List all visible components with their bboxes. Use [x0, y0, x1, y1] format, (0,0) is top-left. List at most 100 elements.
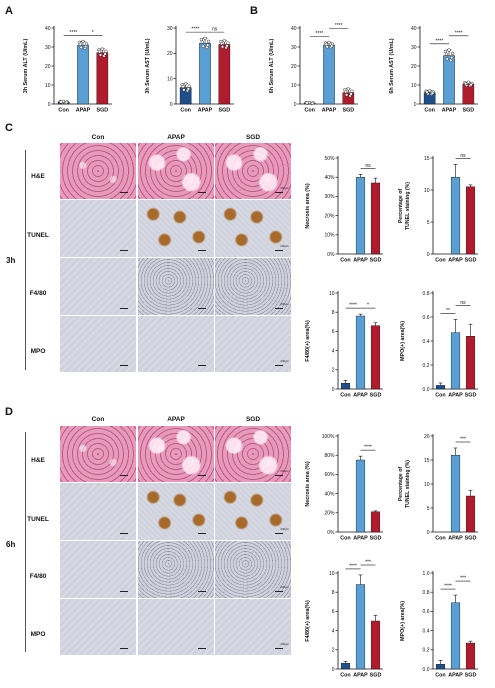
- y-tick-label: 0.6: [423, 609, 430, 615]
- micrograph-he-con: [60, 426, 136, 482]
- chart-necrosis-3h: 0% 10% 20% 30% 40% 50% Necrosis area (%) Con APA…: [305, 156, 383, 264]
- x-tick-label: Con: [304, 108, 314, 114]
- scale-bar-label: 200μm: [280, 186, 289, 190]
- data-point: [103, 52, 107, 56]
- row-label-mpo-d: MPO: [30, 631, 46, 638]
- y-tick-label: 10: [167, 76, 173, 82]
- y-tick-label: 0: [48, 102, 51, 108]
- data-point: [206, 39, 211, 44]
- y-tick-label: 8: [332, 590, 335, 596]
- x-tick-label: Con: [435, 673, 445, 679]
- x-tick-label: APAP: [198, 108, 213, 114]
- scale-bar: [198, 591, 206, 592]
- bar-apap: [355, 315, 366, 390]
- panel-letter-b: B: [250, 5, 258, 17]
- scale-bar: [275, 591, 283, 592]
- data-point: [310, 101, 314, 105]
- row-label-he-c: H&E: [31, 173, 45, 180]
- data-point: [469, 83, 473, 87]
- scale-bar: [275, 648, 283, 649]
- micrograph-tunel-apap: [138, 200, 214, 257]
- x-tick-label: Con: [435, 393, 445, 399]
- micrograph-tunel-con: [60, 200, 136, 257]
- x-tick-label: APAP: [442, 108, 457, 114]
- y-tick-label: 2: [332, 368, 335, 374]
- y-tick-label: 0: [332, 387, 335, 393]
- micrograph-mpo-apap: [138, 599, 214, 655]
- y-tick-label: 4: [332, 628, 335, 634]
- data-point: [84, 42, 89, 46]
- bar-sgd: [465, 642, 476, 670]
- x-tick-label: SGD: [462, 108, 474, 114]
- bar-apap: [355, 177, 366, 255]
- bar-sgd: [96, 52, 109, 105]
- x-tick-label: APAP: [76, 108, 91, 114]
- scale-bar: [198, 192, 206, 193]
- micrograph-tunel-con: [60, 483, 136, 540]
- x-tick-label: Con: [424, 108, 434, 114]
- bar-apap: [355, 459, 366, 533]
- scale-bar: [198, 365, 206, 366]
- y-axis-label: F4/80(+) area(%): [305, 320, 311, 362]
- data-point: [466, 80, 470, 84]
- sig-label: ****: [435, 38, 443, 44]
- bar-apap: [450, 602, 461, 670]
- y-tick-label: 0.6: [423, 315, 430, 321]
- y-tick-label: 6: [332, 609, 335, 615]
- bar-sgd: [465, 495, 476, 533]
- x-tick-label: Con: [180, 108, 190, 114]
- chart-3h-serum-ast: 0 10 20 30 3h Serum AST (U/mL) Con APAP SGD ****…: [145, 26, 234, 114]
- bracket-c: [25, 150, 26, 370]
- y-tick-label: 10: [45, 83, 51, 89]
- micrograph-f480-apap: [138, 541, 214, 598]
- sig-label: ns: [365, 163, 371, 169]
- micrograph-mpo-sgd: 200μm: [215, 316, 291, 372]
- data-point: [349, 92, 353, 96]
- x-tick-label: SGD: [465, 258, 477, 264]
- data-point: [186, 87, 190, 91]
- y-tick-label: 0.8: [423, 590, 430, 596]
- y-axis-label-line2: TUNEL staining (%): [405, 460, 411, 508]
- micrograph-mpo-apap: [138, 316, 214, 372]
- micrograph-mpo-sgd: 200μm: [215, 599, 291, 655]
- scale-bar: [198, 475, 206, 476]
- y-tick-label: 40%: [324, 491, 335, 497]
- data-point: [350, 89, 354, 93]
- y-tick-label: 20: [424, 434, 430, 440]
- bracket-d: [25, 432, 26, 652]
- y-axis-label: 3h Serum ALT (U/mL): [23, 39, 29, 94]
- data-point: [181, 84, 185, 89]
- sig-label: ***: [460, 437, 466, 443]
- x-tick-label: APAP: [448, 393, 463, 399]
- scale-bar: [275, 475, 283, 476]
- bar-sgd: [370, 325, 381, 390]
- x-tick-label: Con: [58, 108, 68, 114]
- col-header-apap-d: APAP: [167, 416, 185, 423]
- y-tick-label: 10: [291, 83, 297, 89]
- y-tick-label: 20: [45, 64, 51, 70]
- x-tick-label: SGD: [342, 108, 354, 114]
- bar-apap: [450, 332, 461, 390]
- y-tick-label: 5: [427, 220, 430, 226]
- data-point: [59, 100, 63, 104]
- col-header-con-c: Con: [91, 134, 105, 141]
- data-point: [344, 93, 349, 97]
- y-axis-label: MPO(+) area(%): [400, 321, 406, 361]
- data-point: [225, 44, 229, 48]
- scale-bar-label: 200μm: [280, 302, 289, 306]
- data-point: [327, 40, 331, 44]
- data-point: [222, 39, 226, 43]
- y-tick-label: 10: [424, 482, 430, 488]
- data-point: [330, 44, 334, 48]
- data-point: [182, 88, 186, 92]
- chart-mpo-3h: 0.0 0.2 0.4 0.6 0.8 MPO(+) area(%) Con APAP SGD *…: [400, 291, 478, 399]
- y-tick-label: 20%: [324, 213, 335, 219]
- y-tick-label: 6: [332, 329, 335, 335]
- scale-bar: [275, 250, 283, 251]
- scale-bar-label: 200μm: [280, 642, 289, 646]
- bar-con: [340, 663, 351, 670]
- data-point: [425, 90, 429, 94]
- y-axis-label: 3h Serum AST (U/mL): [145, 38, 151, 93]
- scale-bar: [120, 475, 128, 476]
